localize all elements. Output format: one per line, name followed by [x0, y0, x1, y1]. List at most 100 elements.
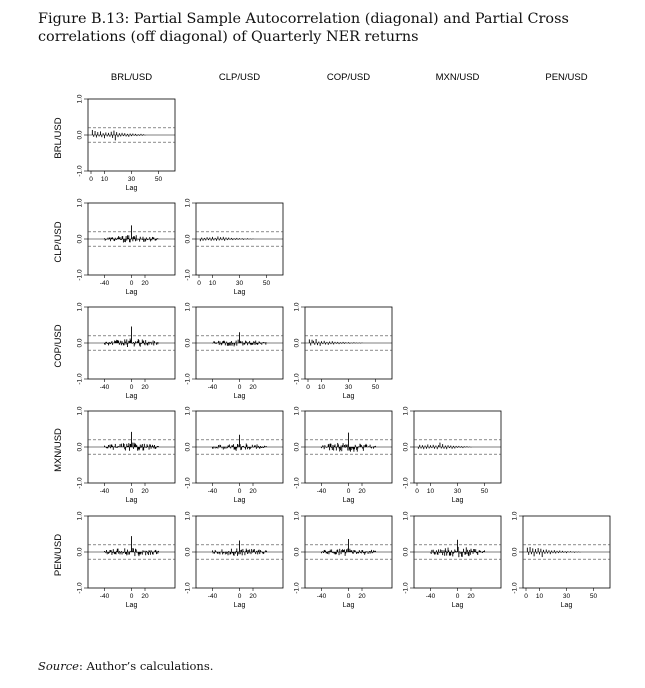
x-tick-label-pen-usd-vs-pen-usd: 50 — [590, 593, 598, 600]
figure-caption: Figure B.13: Partial Sample Autocorrelat… — [38, 11, 569, 45]
x-axis-label-clp-usd-vs-brl-usd: Lag — [126, 289, 138, 296]
x-tick-label-pen-usd-vs-brl-usd: 20 — [141, 593, 149, 600]
row-header-brl-usd: BRL/USD — [53, 117, 64, 158]
x-axis-label-mxn-usd-vs-clp-usd: Lag — [234, 497, 246, 504]
x-tick-label-cop-usd-vs-cop-usd: 30 — [345, 384, 353, 391]
x-tick-label-pen-usd-vs-pen-usd: 10 — [536, 593, 544, 600]
x-tick-label-mxn-usd-vs-brl-usd: 20 — [141, 488, 149, 495]
column-header-mxn-usd: MXN/USD — [436, 72, 480, 83]
x-tick-label-pen-usd-vs-pen-usd: 30 — [563, 593, 571, 600]
y-tick-label-pen-usd-vs-clp-usd: 1.0 — [185, 511, 192, 520]
row-header-mxn-usd: MXN/USD — [53, 428, 64, 472]
y-tick-label-clp-usd-vs-brl-usd: 1.0 — [77, 198, 84, 207]
x-tick-label-pen-usd-vs-brl-usd: -40 — [100, 593, 110, 600]
x-tick-label-mxn-usd-vs-mxn-usd: 50 — [481, 488, 489, 495]
x-axis-label-pen-usd-vs-brl-usd: Lag — [126, 602, 138, 609]
x-tick-label-cop-usd-vs-brl-usd: -40 — [100, 384, 110, 391]
x-tick-label-cop-usd-vs-cop-usd: 0 — [306, 384, 310, 391]
x-tick-label-mxn-usd-vs-clp-usd: 20 — [249, 488, 257, 495]
x-tick-label-clp-usd-vs-brl-usd: 20 — [141, 280, 149, 287]
x-axis-label-clp-usd-vs-clp-usd: Lag — [234, 289, 246, 296]
y-tick-label-mxn-usd-vs-brl-usd: -1.0 — [77, 477, 84, 489]
x-tick-label-pen-usd-vs-mxn-usd: 20 — [467, 593, 475, 600]
x-tick-label-clp-usd-vs-clp-usd: 50 — [263, 280, 271, 287]
column-header-cop-usd: COP/USD — [327, 72, 370, 83]
y-tick-label-brl-usd-vs-brl-usd: 1.0 — [77, 94, 84, 103]
x-tick-label-mxn-usd-vs-cop-usd: 0 — [347, 488, 351, 495]
y-tick-label-brl-usd-vs-brl-usd: 0.0 — [77, 130, 84, 139]
y-tick-label-cop-usd-vs-clp-usd: 0.0 — [185, 338, 192, 347]
x-tick-label-pen-usd-vs-clp-usd: -40 — [208, 593, 218, 600]
y-tick-label-pen-usd-vs-clp-usd: 0.0 — [185, 547, 192, 556]
x-tick-label-pen-usd-vs-clp-usd: 20 — [249, 593, 257, 600]
x-tick-label-mxn-usd-vs-cop-usd: 20 — [358, 488, 366, 495]
x-tick-label-pen-usd-vs-brl-usd: 0 — [130, 593, 134, 600]
y-tick-label-pen-usd-vs-mxn-usd: 0.0 — [403, 547, 410, 556]
y-tick-label-mxn-usd-vs-cop-usd: 1.0 — [294, 406, 301, 415]
x-tick-label-cop-usd-vs-brl-usd: 20 — [141, 384, 149, 391]
x-axis-label-pen-usd-vs-cop-usd: Lag — [343, 602, 355, 609]
y-tick-label-pen-usd-vs-clp-usd: -1.0 — [185, 582, 192, 594]
y-tick-label-clp-usd-vs-brl-usd: -1.0 — [77, 269, 84, 281]
y-tick-label-pen-usd-vs-pen-usd: -1.0 — [512, 582, 519, 594]
y-tick-label-cop-usd-vs-brl-usd: -1.0 — [77, 373, 84, 385]
y-tick-label-cop-usd-vs-brl-usd: 0.0 — [77, 338, 84, 347]
y-tick-label-cop-usd-vs-brl-usd: 1.0 — [77, 302, 84, 311]
y-tick-label-pen-usd-vs-cop-usd: 0.0 — [294, 547, 301, 556]
x-tick-label-pen-usd-vs-cop-usd: -40 — [317, 593, 327, 600]
x-tick-label-pen-usd-vs-cop-usd: 20 — [358, 593, 366, 600]
x-axis-label-pen-usd-vs-clp-usd: Lag — [234, 602, 246, 609]
y-tick-label-pen-usd-vs-pen-usd: 1.0 — [512, 511, 519, 520]
x-tick-label-brl-usd-vs-brl-usd: 30 — [128, 176, 136, 183]
y-tick-label-pen-usd-vs-brl-usd: -1.0 — [77, 582, 84, 594]
source-label: Source — [38, 659, 79, 673]
x-tick-label-brl-usd-vs-brl-usd: 0 — [89, 176, 93, 183]
y-tick-label-mxn-usd-vs-clp-usd: 0.0 — [185, 442, 192, 451]
y-tick-label-cop-usd-vs-clp-usd: -1.0 — [185, 373, 192, 385]
x-tick-label-clp-usd-vs-clp-usd: 30 — [236, 280, 244, 287]
x-tick-label-cop-usd-vs-brl-usd: 0 — [130, 384, 134, 391]
x-tick-label-pen-usd-vs-clp-usd: 0 — [238, 593, 242, 600]
y-tick-label-pen-usd-vs-cop-usd: 1.0 — [294, 511, 301, 520]
y-tick-label-cop-usd-vs-cop-usd: 0.0 — [294, 338, 301, 347]
y-tick-label-clp-usd-vs-clp-usd: 0.0 — [185, 234, 192, 243]
y-tick-label-cop-usd-vs-clp-usd: 1.0 — [185, 302, 192, 311]
y-tick-label-clp-usd-vs-brl-usd: 0.0 — [77, 234, 84, 243]
x-axis-label-cop-usd-vs-cop-usd: Lag — [343, 393, 355, 400]
x-tick-label-brl-usd-vs-brl-usd: 10 — [101, 176, 109, 183]
y-tick-label-mxn-usd-vs-mxn-usd: -1.0 — [403, 477, 410, 489]
x-tick-label-cop-usd-vs-clp-usd: -40 — [208, 384, 218, 391]
y-tick-label-mxn-usd-vs-mxn-usd: 1.0 — [403, 406, 410, 415]
x-tick-label-cop-usd-vs-clp-usd: 20 — [249, 384, 257, 391]
y-tick-label-pen-usd-vs-cop-usd: -1.0 — [294, 582, 301, 594]
x-axis-label-pen-usd-vs-pen-usd: Lag — [561, 602, 573, 609]
y-tick-label-pen-usd-vs-brl-usd: 1.0 — [77, 511, 84, 520]
x-tick-label-mxn-usd-vs-clp-usd: 0 — [238, 488, 242, 495]
x-tick-label-cop-usd-vs-clp-usd: 0 — [238, 384, 242, 391]
column-header-clp-usd: CLP/USD — [219, 72, 260, 83]
y-tick-label-clp-usd-vs-clp-usd: -1.0 — [185, 269, 192, 281]
y-tick-label-pen-usd-vs-brl-usd: 0.0 — [77, 547, 84, 556]
source-note: Source: Author’s calculations. — [38, 659, 213, 673]
x-tick-label-clp-usd-vs-clp-usd: 10 — [209, 280, 217, 287]
x-tick-label-mxn-usd-vs-brl-usd: -40 — [100, 488, 110, 495]
x-tick-label-cop-usd-vs-cop-usd: 50 — [372, 384, 380, 391]
y-tick-label-pen-usd-vs-pen-usd: 0.0 — [512, 547, 519, 556]
x-tick-label-mxn-usd-vs-mxn-usd: 10 — [427, 488, 435, 495]
y-tick-label-cop-usd-vs-cop-usd: 1.0 — [294, 302, 301, 311]
x-axis-label-brl-usd-vs-brl-usd: Lag — [126, 185, 138, 192]
column-header-pen-usd: PEN/USD — [545, 72, 587, 83]
x-tick-label-mxn-usd-vs-mxn-usd: 30 — [454, 488, 462, 495]
row-header-pen-usd: PEN/USD — [53, 534, 64, 576]
x-axis-label-cop-usd-vs-brl-usd: Lag — [126, 393, 138, 400]
x-tick-label-pen-usd-vs-mxn-usd: 0 — [456, 593, 460, 600]
x-axis-label-mxn-usd-vs-brl-usd: Lag — [126, 497, 138, 504]
y-tick-label-pen-usd-vs-mxn-usd: -1.0 — [403, 582, 410, 594]
y-tick-label-mxn-usd-vs-clp-usd: -1.0 — [185, 477, 192, 489]
y-tick-label-mxn-usd-vs-brl-usd: 0.0 — [77, 442, 84, 451]
y-tick-label-pen-usd-vs-mxn-usd: 1.0 — [403, 511, 410, 520]
row-header-cop-usd: COP/USD — [53, 324, 64, 367]
y-tick-label-cop-usd-vs-cop-usd: -1.0 — [294, 373, 301, 385]
source-text: : Author’s calculations. — [78, 659, 214, 673]
